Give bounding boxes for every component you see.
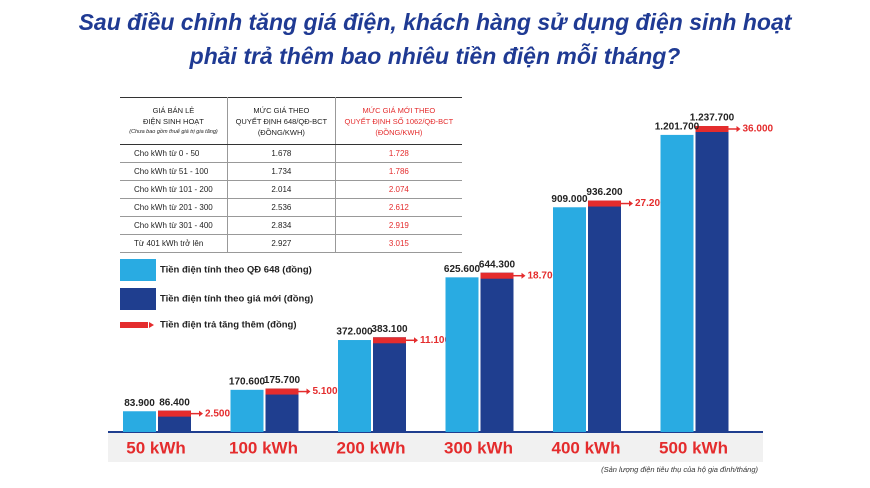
chart-title: Sau điều chỉnh tăng giá điện, khách hàng… [79,9,793,35]
header-line: QUYẾT ĐỊNH SỐ 1062/QĐ-BCT [344,116,454,126]
bar [588,200,621,432]
value-label: 372.000 [336,327,373,338]
legend-swatch [120,322,148,328]
bar [230,389,264,432]
category-band [108,432,763,462]
bar [265,388,299,432]
x-tick-label: 400 kWh [552,438,621,457]
bar [480,272,514,432]
value-label: 909.000 [551,194,588,205]
arrow-head [199,410,203,417]
value-label: 1.237.700 [690,113,735,124]
value-label: 86.400 [159,397,190,408]
header-line: (ĐỒNG/KWH) [375,127,423,137]
table-header: GIÁ BÁN LẺ ĐIỆN SINH HOẠT (Chưa bao gồm th… [120,97,228,145]
value-label: 936.200 [586,187,623,198]
footnote: (Sản lượng điện tiêu thụ của hộ gia đình… [601,465,758,474]
table-cell: Cho kWh từ 51 - 100 [120,162,228,181]
table-row: Từ 401 kWh trở lên 2.927 3.015 [120,234,462,253]
x-tick-label: 50 kWh [126,438,186,457]
increase-strip [695,126,729,132]
arrow-head [306,388,311,395]
table-cell: 3.015 [335,234,462,253]
increase-strip [158,410,191,417]
table-row: Cho kWh từ 0 - 50 1.678 1.728 [120,144,462,163]
table-cell: 1.678 [227,144,336,163]
table-row: Cho kWh từ 51 - 100 1.734 1.786 [120,162,462,181]
header-line: (Chưa bao gồm thuế giá trị gia tăng) [129,128,218,135]
legend-swatch [120,288,156,310]
legend-arrow [149,322,154,328]
increase-label: 11.100 [420,335,450,346]
table-cell: 1.786 [335,162,462,181]
table-cell: 1.734 [227,162,336,181]
legend-swatch [120,259,156,281]
bar [660,134,694,432]
increase-label: 2.500 [205,408,230,419]
bar [123,411,156,432]
increase-label: 27.200 [635,198,666,209]
chart-title: phải trả thêm bao nhiêu tiền điện mỗi th… [189,42,681,69]
value-label: 83.900 [124,398,155,409]
bar [338,340,371,432]
table-cell: 2.919 [335,216,462,235]
table-cell: Cho kWh từ 0 - 50 [120,144,228,163]
table-header: MỨC GIÁ MỚI THEO QUYẾT ĐỊNH SỐ 1062/QĐ-BC… [335,97,462,145]
table-cell: 2.074 [335,180,462,199]
x-tick-label: 200 kWh [337,438,406,457]
arrow-head [736,126,741,132]
table-cell: Từ 401 kWh trở lên [120,234,228,253]
table-row: Cho kWh từ 101 - 200 2.014 2.074 [120,180,462,199]
table-cell: Cho kWh từ 201 - 300 [120,198,228,217]
increase-strip [265,388,299,395]
x-tick-label: 100 kWh [229,438,298,457]
legend-label: Tiền điện tính theo QĐ 648 (đồng) [160,265,312,276]
value-label: 625.600 [444,264,481,275]
table-row: Cho kWh từ 201 - 300 2.536 2.612 [120,198,462,217]
table-cell: 2.927 [227,234,336,253]
bar [373,337,406,432]
bar [445,277,479,432]
table-cell: Cho kWh từ 101 - 200 [120,180,228,199]
value-label: 170.600 [229,376,266,387]
legend-label: Tiền điện tính theo giá mới (đồng) [160,294,313,305]
header-line: QUYẾT ĐỊNH 648/QĐ-BCT [235,116,328,126]
increase-label: 18.700 [528,270,559,281]
increase-label: 36.000 [743,124,774,135]
increase-label: 5.100 [313,386,338,397]
bar [695,126,729,432]
value-label: 644.300 [479,259,516,270]
table-cell: 2.014 [227,180,336,199]
header-line: MỨC GIÁ MỚI THEO [362,105,436,115]
header-line: ĐIỆN SINH HOẠT [143,116,204,126]
table-cell: 2.612 [335,198,462,217]
table-cell: Cho kWh từ 301 - 400 [120,216,228,235]
increase-strip [373,337,406,344]
x-tick-label: 500 kWh [659,438,728,457]
value-label: 383.100 [371,324,408,335]
arrow-head [521,272,526,279]
legend-label: Tiền điện trả tăng thêm (đồng) [160,320,297,331]
arrow-head [414,337,418,344]
price-table: GIÁ BÁN LẺ ĐIỆN SINH HOẠT (Chưa bao gồm th… [120,97,462,253]
x-tick-label: 300 kWh [444,438,513,457]
header-line: MỨC GIÁ THEO [253,105,310,115]
table-cell: 2.834 [227,216,336,235]
table-cell: 1.728 [335,144,462,163]
value-label: 175.700 [264,375,301,386]
table-cell: 2.536 [227,198,336,217]
bar [553,207,586,432]
table-header: MỨC GIÁ THEO QUYẾT ĐỊNH 648/QĐ-BCT (ĐỒNG/K… [227,97,336,145]
table-row: Cho kWh từ 301 - 400 2.834 2.919 [120,216,462,235]
value-label: 1.201.700 [655,122,700,133]
header-line: GIÁ BÁN LẺ [152,105,195,115]
increase-strip [588,200,621,207]
header-line: (ĐỒNG/KWH) [257,127,305,137]
increase-strip [480,272,514,279]
arrow-head [629,200,633,207]
